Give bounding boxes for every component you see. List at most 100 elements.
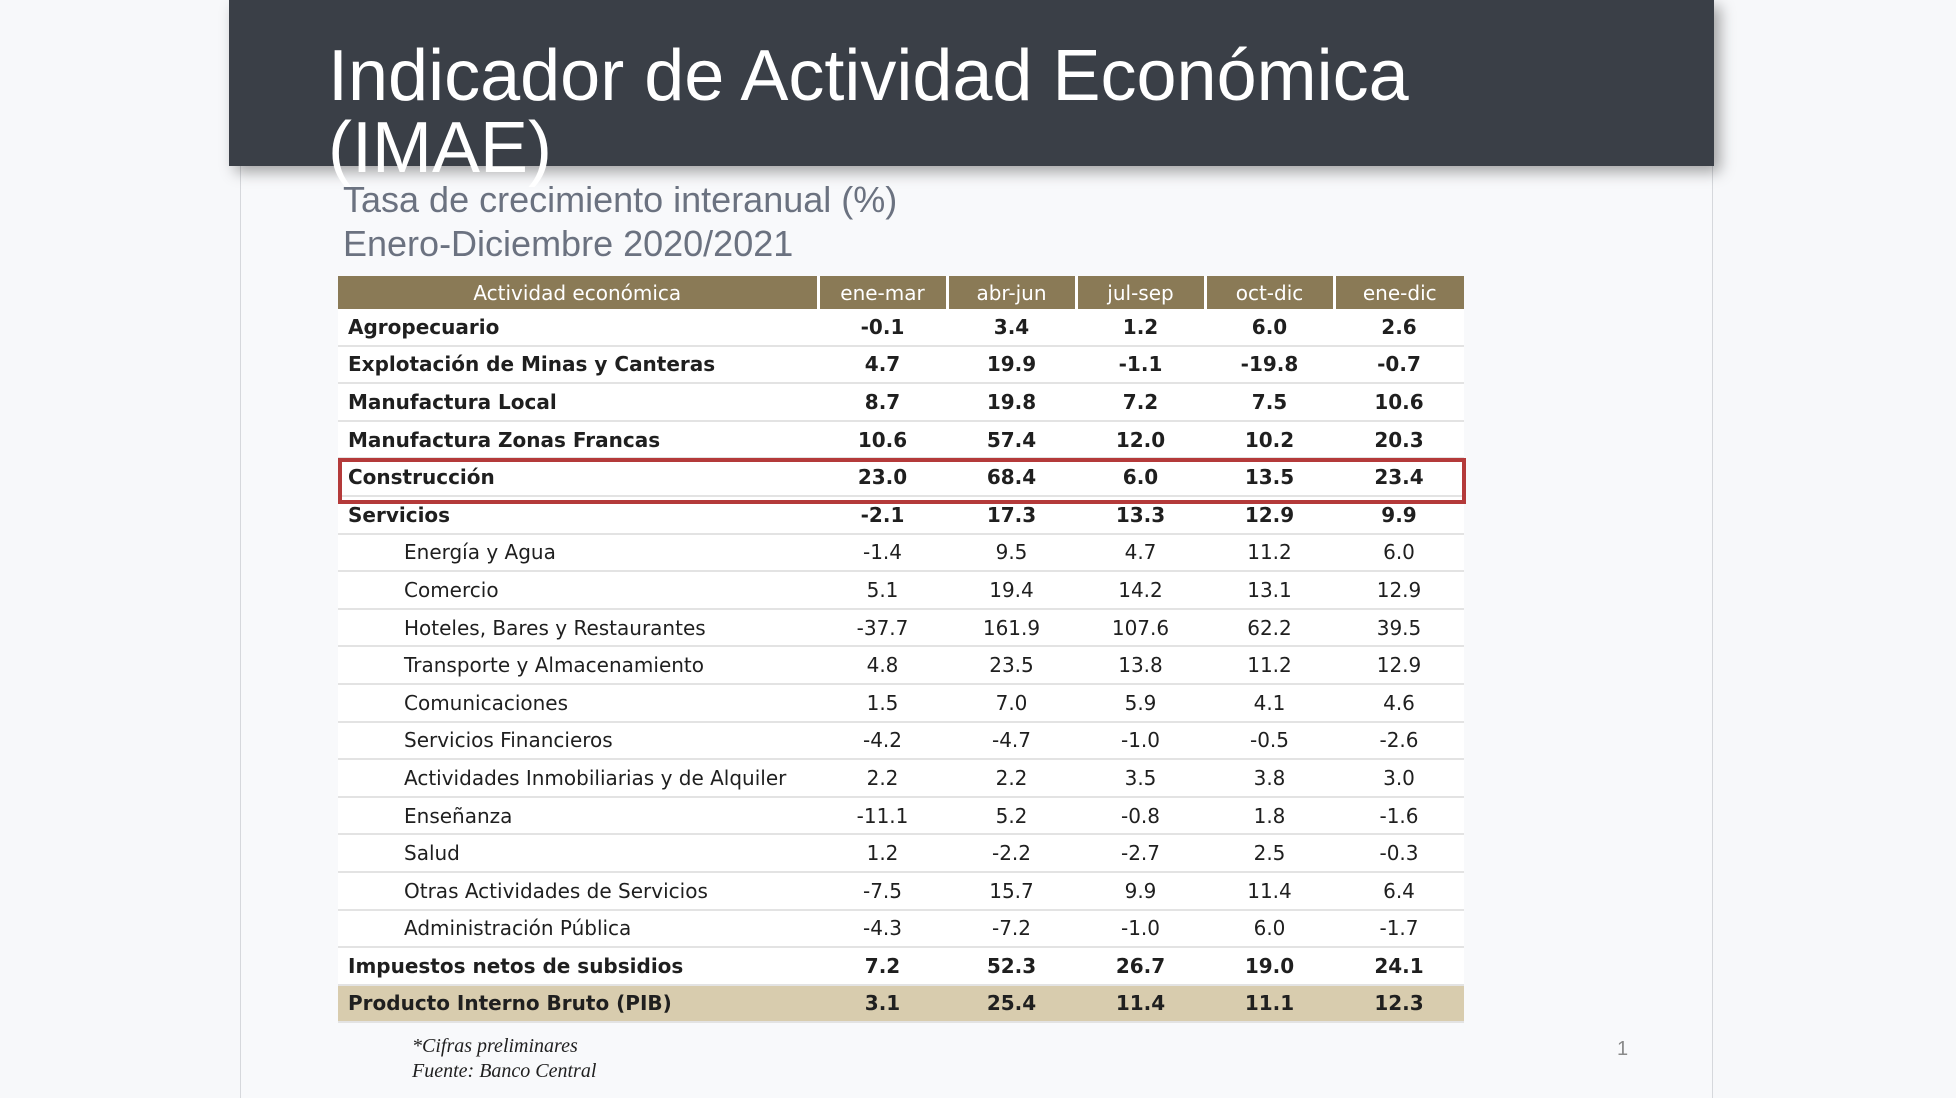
row-value: 23.5 bbox=[947, 646, 1076, 685]
row-label: Comunicaciones bbox=[338, 683, 818, 723]
row-value: 19.8 bbox=[947, 383, 1076, 422]
table-row: Explotación de Minas y Canteras 4.7 19.9 -1… bbox=[338, 345, 1464, 385]
row-value: 5.1 bbox=[818, 571, 947, 610]
table-row: Salud 1.2 -2.2 -2.7 2.5 -0.3 bbox=[338, 834, 1464, 873]
footnote-source: Fuente: Banco Central bbox=[412, 1060, 597, 1082]
row-value: 12.9 bbox=[1334, 571, 1464, 610]
row-value: 12.0 bbox=[1076, 420, 1205, 460]
row-value: 3.4 bbox=[947, 309, 1076, 347]
row-value: -4.7 bbox=[947, 721, 1076, 761]
row-value: -19.8 bbox=[1205, 345, 1334, 385]
row-value: 1.2 bbox=[818, 834, 947, 873]
row-value: 12.9 bbox=[1334, 646, 1464, 685]
row-value: -4.2 bbox=[818, 721, 947, 761]
row-value: -2.7 bbox=[1076, 834, 1205, 873]
row-value: 7.5 bbox=[1205, 383, 1334, 422]
row-value: 4.8 bbox=[818, 646, 947, 685]
table-row: Energía y Agua -1.4 9.5 4.7 11.2 6.0 bbox=[338, 533, 1464, 573]
subtitle-line-2: Enero-Diciembre 2020/2021 bbox=[343, 223, 794, 264]
table-row: Comunicaciones 1.5 7.0 5.9 4.1 4.6 bbox=[338, 683, 1464, 723]
row-value: 7.2 bbox=[1076, 383, 1205, 422]
table-row: Servicios Financieros -4.2 -4.7 -1.0 -0.5 -2.… bbox=[338, 721, 1464, 761]
row-value: 8.7 bbox=[818, 383, 947, 422]
row-label: Administración Pública bbox=[338, 909, 818, 949]
row-value: 39.5 bbox=[1334, 608, 1464, 648]
row-label: Otras Actividades de Servicios bbox=[338, 871, 818, 911]
row-value: 2.6 bbox=[1334, 309, 1464, 347]
table-row: Construcción 23.0 68.4 6.0 13.5 23.4 bbox=[338, 458, 1464, 497]
row-value: 11.2 bbox=[1205, 533, 1334, 573]
row-value: 12.9 bbox=[1205, 495, 1334, 535]
row-value: -1.6 bbox=[1334, 796, 1464, 836]
row-label: Enseñanza bbox=[338, 796, 818, 836]
header-oct-dic: oct-dic bbox=[1205, 276, 1336, 309]
row-value: 11.4 bbox=[1205, 871, 1334, 911]
row-value: 52.3 bbox=[947, 947, 1076, 986]
row-value: 4.7 bbox=[1076, 533, 1205, 573]
row-value: 107.6 bbox=[1076, 608, 1205, 648]
row-value: 24.1 bbox=[1334, 947, 1464, 986]
slide-title: Indicador de Actividad Económica (IMAE) bbox=[328, 36, 1409, 188]
row-label: Manufactura Local bbox=[338, 383, 818, 422]
imae-table: Actividad económica ene-mar abr-jun jul-… bbox=[338, 276, 1464, 1024]
row-label: Actividades Inmobiliarias y de Alquiler bbox=[338, 759, 818, 798]
row-value: 17.3 bbox=[947, 495, 1076, 535]
row-value: 1.5 bbox=[818, 683, 947, 723]
row-value: -11.1 bbox=[818, 796, 947, 836]
row-label: Manufactura Zonas Francas bbox=[338, 420, 818, 460]
row-value: 3.1 bbox=[818, 984, 947, 1024]
row-value: 26.7 bbox=[1076, 947, 1205, 986]
row-value: 7.0 bbox=[947, 683, 1076, 723]
header-ene-mar: ene-mar bbox=[818, 276, 949, 309]
row-value: -0.5 bbox=[1205, 721, 1334, 761]
row-label: Impuestos netos de subsidios bbox=[338, 947, 818, 986]
row-label: Construcción bbox=[338, 458, 818, 497]
header-jul-sep: jul-sep bbox=[1076, 276, 1207, 309]
row-label: Energía y Agua bbox=[338, 533, 818, 573]
row-value: 3.0 bbox=[1334, 759, 1464, 798]
row-label: Servicios Financieros bbox=[338, 721, 818, 761]
row-value: 2.5 bbox=[1205, 834, 1334, 873]
row-value: 9.9 bbox=[1076, 871, 1205, 911]
table-row: Producto Interno Bruto (PIB) 3.1 25.4 11.4 1… bbox=[338, 984, 1464, 1024]
table-row: Enseñanza -11.1 5.2 -0.8 1.8 -1.6 bbox=[338, 796, 1464, 836]
row-value: -2.2 bbox=[947, 834, 1076, 873]
header-actividad: Actividad económica bbox=[338, 276, 820, 309]
header-ene-dic: ene-dic bbox=[1334, 276, 1464, 309]
row-value: -4.3 bbox=[818, 909, 947, 949]
row-value: -7.5 bbox=[818, 871, 947, 911]
row-value: 13.3 bbox=[1076, 495, 1205, 535]
row-value: 5.9 bbox=[1076, 683, 1205, 723]
row-value: 9.5 bbox=[947, 533, 1076, 573]
row-value: 161.9 bbox=[947, 608, 1076, 648]
row-value: 2.2 bbox=[818, 759, 947, 798]
row-value: 12.3 bbox=[1334, 984, 1464, 1024]
row-value: 19.9 bbox=[947, 345, 1076, 385]
row-value: -2.6 bbox=[1334, 721, 1464, 761]
row-value: 62.2 bbox=[1205, 608, 1334, 648]
row-value: 57.4 bbox=[947, 420, 1076, 460]
row-value: -1.0 bbox=[1076, 721, 1205, 761]
row-value: 23.0 bbox=[818, 458, 947, 497]
row-value: -37.7 bbox=[818, 608, 947, 648]
row-value: 13.1 bbox=[1205, 571, 1334, 610]
row-value: 13.5 bbox=[1205, 458, 1334, 497]
row-value: 11.1 bbox=[1205, 984, 1334, 1024]
row-value: 7.2 bbox=[818, 947, 947, 986]
table-header-row: Actividad económica ene-mar abr-jun jul-… bbox=[338, 276, 1464, 309]
page-number: 1 bbox=[1617, 1038, 1629, 1060]
slide-subtitle: Tasa de crecimiento interanual (%) Enero… bbox=[343, 178, 897, 266]
row-label: Producto Interno Bruto (PIB) bbox=[338, 984, 818, 1024]
row-value: 3.5 bbox=[1076, 759, 1205, 798]
row-value: 1.8 bbox=[1205, 796, 1334, 836]
row-value: -0.1 bbox=[818, 309, 947, 347]
row-value: -1.4 bbox=[818, 533, 947, 573]
row-value: 23.4 bbox=[1334, 458, 1464, 497]
row-value: 19.4 bbox=[947, 571, 1076, 610]
row-label: Servicios bbox=[338, 495, 818, 535]
table-row: Impuestos netos de subsidios 7.2 52.3 26.7 1… bbox=[338, 947, 1464, 986]
table-row: Agropecuario -0.1 3.4 1.2 6.0 2.6 bbox=[338, 309, 1464, 347]
row-value: -2.1 bbox=[818, 495, 947, 535]
row-value: 4.1 bbox=[1205, 683, 1334, 723]
footnote-preliminary: *Cifras preliminares bbox=[412, 1035, 578, 1057]
